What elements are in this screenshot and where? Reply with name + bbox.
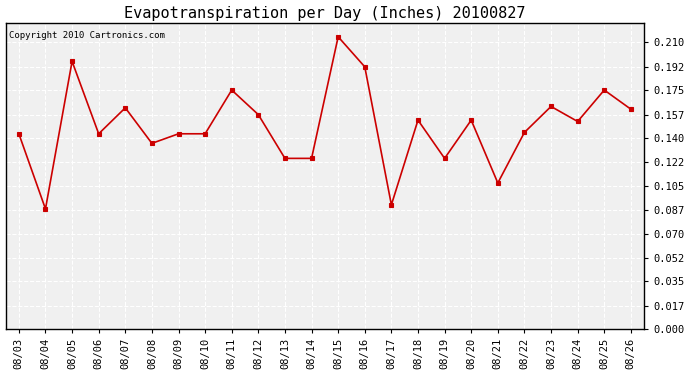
Title: Evapotranspiration per Day (Inches) 20100827: Evapotranspiration per Day (Inches) 2010… <box>124 6 526 21</box>
Text: Copyright 2010 Cartronics.com: Copyright 2010 Cartronics.com <box>9 31 165 40</box>
